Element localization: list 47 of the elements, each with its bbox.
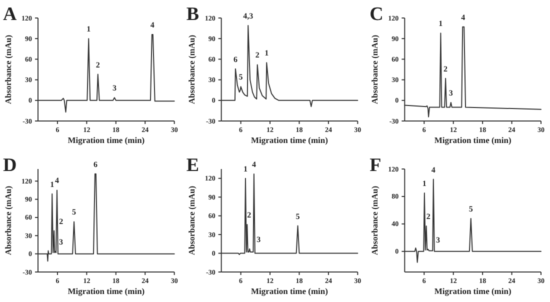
chart-title: B (186, 4, 200, 25)
annotation: 4 (150, 20, 154, 30)
annotation: 6 (233, 54, 238, 64)
annotation: 1 (422, 179, 426, 188)
y-axis-title: Absorbance (mAu) (3, 186, 13, 256)
chart-title: C (370, 4, 384, 25)
annotation: 2 (59, 216, 64, 226)
annotation: 4,3 (243, 12, 254, 21)
x-axis-title: Migration time (min) (251, 135, 328, 145)
annotation: 2 (444, 64, 448, 74)
annotation: 1 (243, 164, 248, 174)
x-axis-title: Migration time (min) (251, 286, 328, 296)
annotation: 2 (96, 60, 100, 70)
x-axis-title: Migration time (min) (68, 286, 145, 296)
x-axis-title: Migration time (min) (434, 286, 512, 296)
annotation: 4 (54, 176, 59, 186)
annotation: 5 (238, 72, 243, 82)
y-axis-title: Absorbance (mAu) (370, 186, 380, 256)
annotation: 4 (252, 160, 256, 169)
annotation: 4 (431, 165, 436, 174)
x-axis-title: Migration time (min) (68, 135, 145, 145)
chart-title: F (370, 155, 382, 176)
y-axis-title: Absorbance (mAu) (3, 34, 13, 104)
annotation: 4 (461, 12, 466, 22)
annotation: 6 (93, 160, 98, 169)
annotation: 3 (448, 88, 453, 98)
annotation: 3 (112, 84, 116, 93)
annotation: 2 (426, 212, 430, 221)
annotation: 3 (59, 237, 64, 246)
chart-title: A (3, 4, 17, 25)
chart-title: D (3, 155, 17, 176)
annotation: 5 (296, 212, 300, 221)
x-axis-title: Migration time (min) (434, 135, 512, 145)
annotation: 1 (50, 180, 54, 189)
annotation: 1 (438, 19, 443, 28)
annotation: 3 (436, 235, 440, 244)
annotation: 5 (72, 208, 76, 217)
annotation: 1 (86, 24, 91, 34)
y-axis-title: Absorbance (mAu) (186, 34, 196, 104)
annotation: 3 (256, 234, 261, 244)
annotation: 1 (264, 48, 269, 58)
y-axis-title: Absorbance (mAu) (186, 186, 196, 256)
y-axis-title: Absorbance (mAu) (370, 34, 380, 104)
chart-title: E (186, 155, 200, 176)
annotation: 2 (247, 210, 252, 220)
annotation: 5 (468, 204, 473, 214)
annotation: 2 (255, 50, 260, 60)
